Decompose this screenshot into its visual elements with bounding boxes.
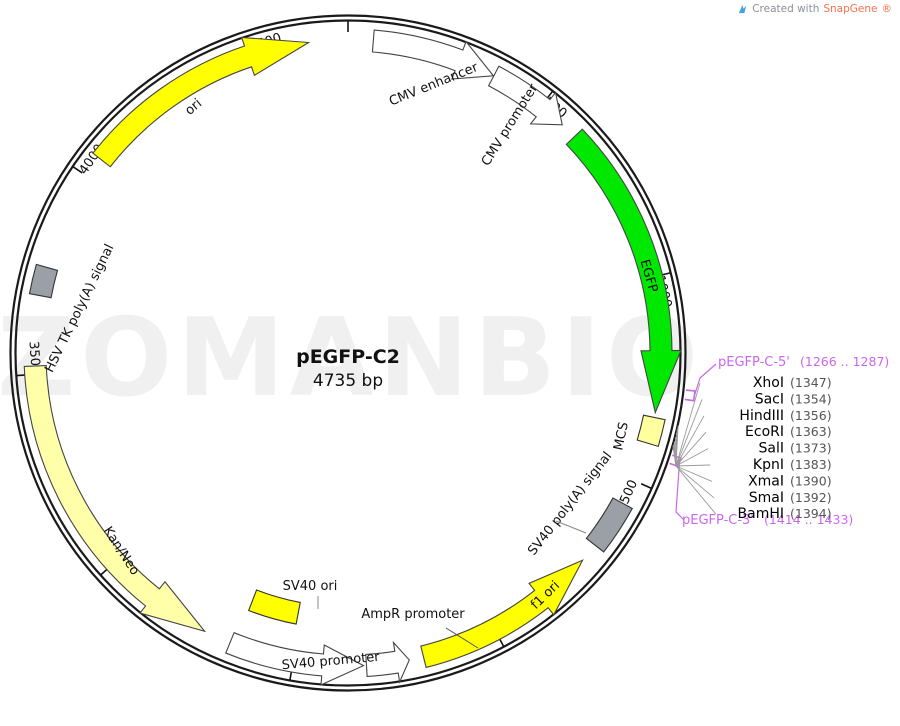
credit-registered-mark: ® <box>881 3 893 15</box>
feature-label: SV40 ori <box>283 579 338 594</box>
feature-sv40-poly-a-signal <box>585 497 633 553</box>
feature-mcs <box>636 414 666 448</box>
feature-label-group: AmpR promoter <box>361 607 465 622</box>
enzyme-position: (1354) <box>790 391 832 406</box>
feature-hsv-tk-poly-a-signal <box>28 263 59 299</box>
feature-egfp <box>565 128 682 415</box>
plasmid-length: 4735 bp <box>313 371 383 391</box>
feature-ori <box>92 36 311 168</box>
enzyme-position: (1392) <box>790 490 832 505</box>
enzyme-name: XhoI <box>753 375 784 391</box>
feature-sv40-ori <box>247 589 301 625</box>
site-label-layer: pEGFP-C-5' (1266 .. 1287) pEGFP-C-3' (1414 … <box>682 354 889 528</box>
enzyme-site-label: SalI (1373) <box>759 441 832 457</box>
enzyme-site-label: BamHI (1394) <box>738 506 832 522</box>
primer-range: (1266 .. 1287) <box>800 354 889 369</box>
credit-prefix: Created with <box>752 3 820 15</box>
primer-label: pEGFP-C-5' (1266 .. 1287) <box>718 354 889 370</box>
feature-label-group: SV40 ori <box>283 579 338 594</box>
feature-ampr-promoter <box>365 640 410 684</box>
feature-label: CMV enhancer <box>387 60 481 110</box>
primer-name: pEGFP-C-3' <box>682 513 754 528</box>
enzyme-site-label: XmaI (1390) <box>748 473 832 489</box>
primer-range: (1414 .. 1433) <box>764 512 853 527</box>
enzyme-position: (1383) <box>790 457 832 472</box>
leader-line <box>555 520 587 534</box>
enzyme-name: XmaI <box>748 473 784 489</box>
enzyme-leader <box>672 446 717 515</box>
enzyme-name: EcoRI <box>745 424 784 440</box>
feature-label: MCS <box>611 421 632 452</box>
enzyme-name: KpnI <box>753 457 784 473</box>
enzyme-site-label: HindIII (1356) <box>739 408 831 424</box>
leader-line <box>445 627 479 649</box>
primer-leader <box>675 462 685 521</box>
feature-label-group: ori <box>182 96 205 118</box>
primer-leader <box>693 363 717 397</box>
enzyme-position: (1394) <box>790 506 832 521</box>
feature-label-group: MCS <box>611 421 632 452</box>
feature-label: ori <box>182 96 205 118</box>
enzyme-name: SalI <box>759 441 784 457</box>
feature-sv40-promoter <box>225 631 365 686</box>
feature-label: AmpR promoter <box>361 607 465 622</box>
enzyme-site-label: SacI (1354) <box>755 391 832 407</box>
enzyme-position: (1356) <box>790 408 832 423</box>
site-marker-layer <box>317 363 717 649</box>
enzyme-position: (1373) <box>790 441 832 456</box>
primer-bracket <box>684 389 696 402</box>
enzyme-position: (1390) <box>790 473 832 488</box>
enzyme-name: BamHI <box>738 506 784 522</box>
enzyme-name: SmaI <box>749 490 784 506</box>
enzyme-site-label: KpnI (1383) <box>753 457 832 473</box>
enzyme-site-label: XhoI (1347) <box>753 375 832 391</box>
enzyme-position: (1347) <box>790 375 832 390</box>
enzyme-site-label: SmaI (1392) <box>749 490 832 506</box>
credit-brand: SnapGene <box>823 3 878 15</box>
primer-label: pEGFP-C-3' (1414 .. 1433) <box>682 512 853 528</box>
snapgene-credit: Created with SnapGene ® <box>737 3 892 15</box>
enzyme-name: HindIII <box>739 408 784 424</box>
feature-layer <box>23 29 682 686</box>
enzyme-site-label: EcoRI (1363) <box>745 424 832 440</box>
feature-cmv-promoter <box>487 65 563 126</box>
plasmid-title: pEGFP-C2 <box>296 346 400 368</box>
watermark-text: ZOMANBIO <box>0 296 703 421</box>
snapgene-logo-icon <box>737 4 748 15</box>
enzyme-name: SacI <box>755 391 784 407</box>
primer-name: pEGFP-C-5' <box>718 355 790 370</box>
feature-kan-neo <box>23 364 207 633</box>
feature-label-group: CMV enhancer <box>387 60 481 110</box>
enzyme-position: (1363) <box>790 424 832 439</box>
